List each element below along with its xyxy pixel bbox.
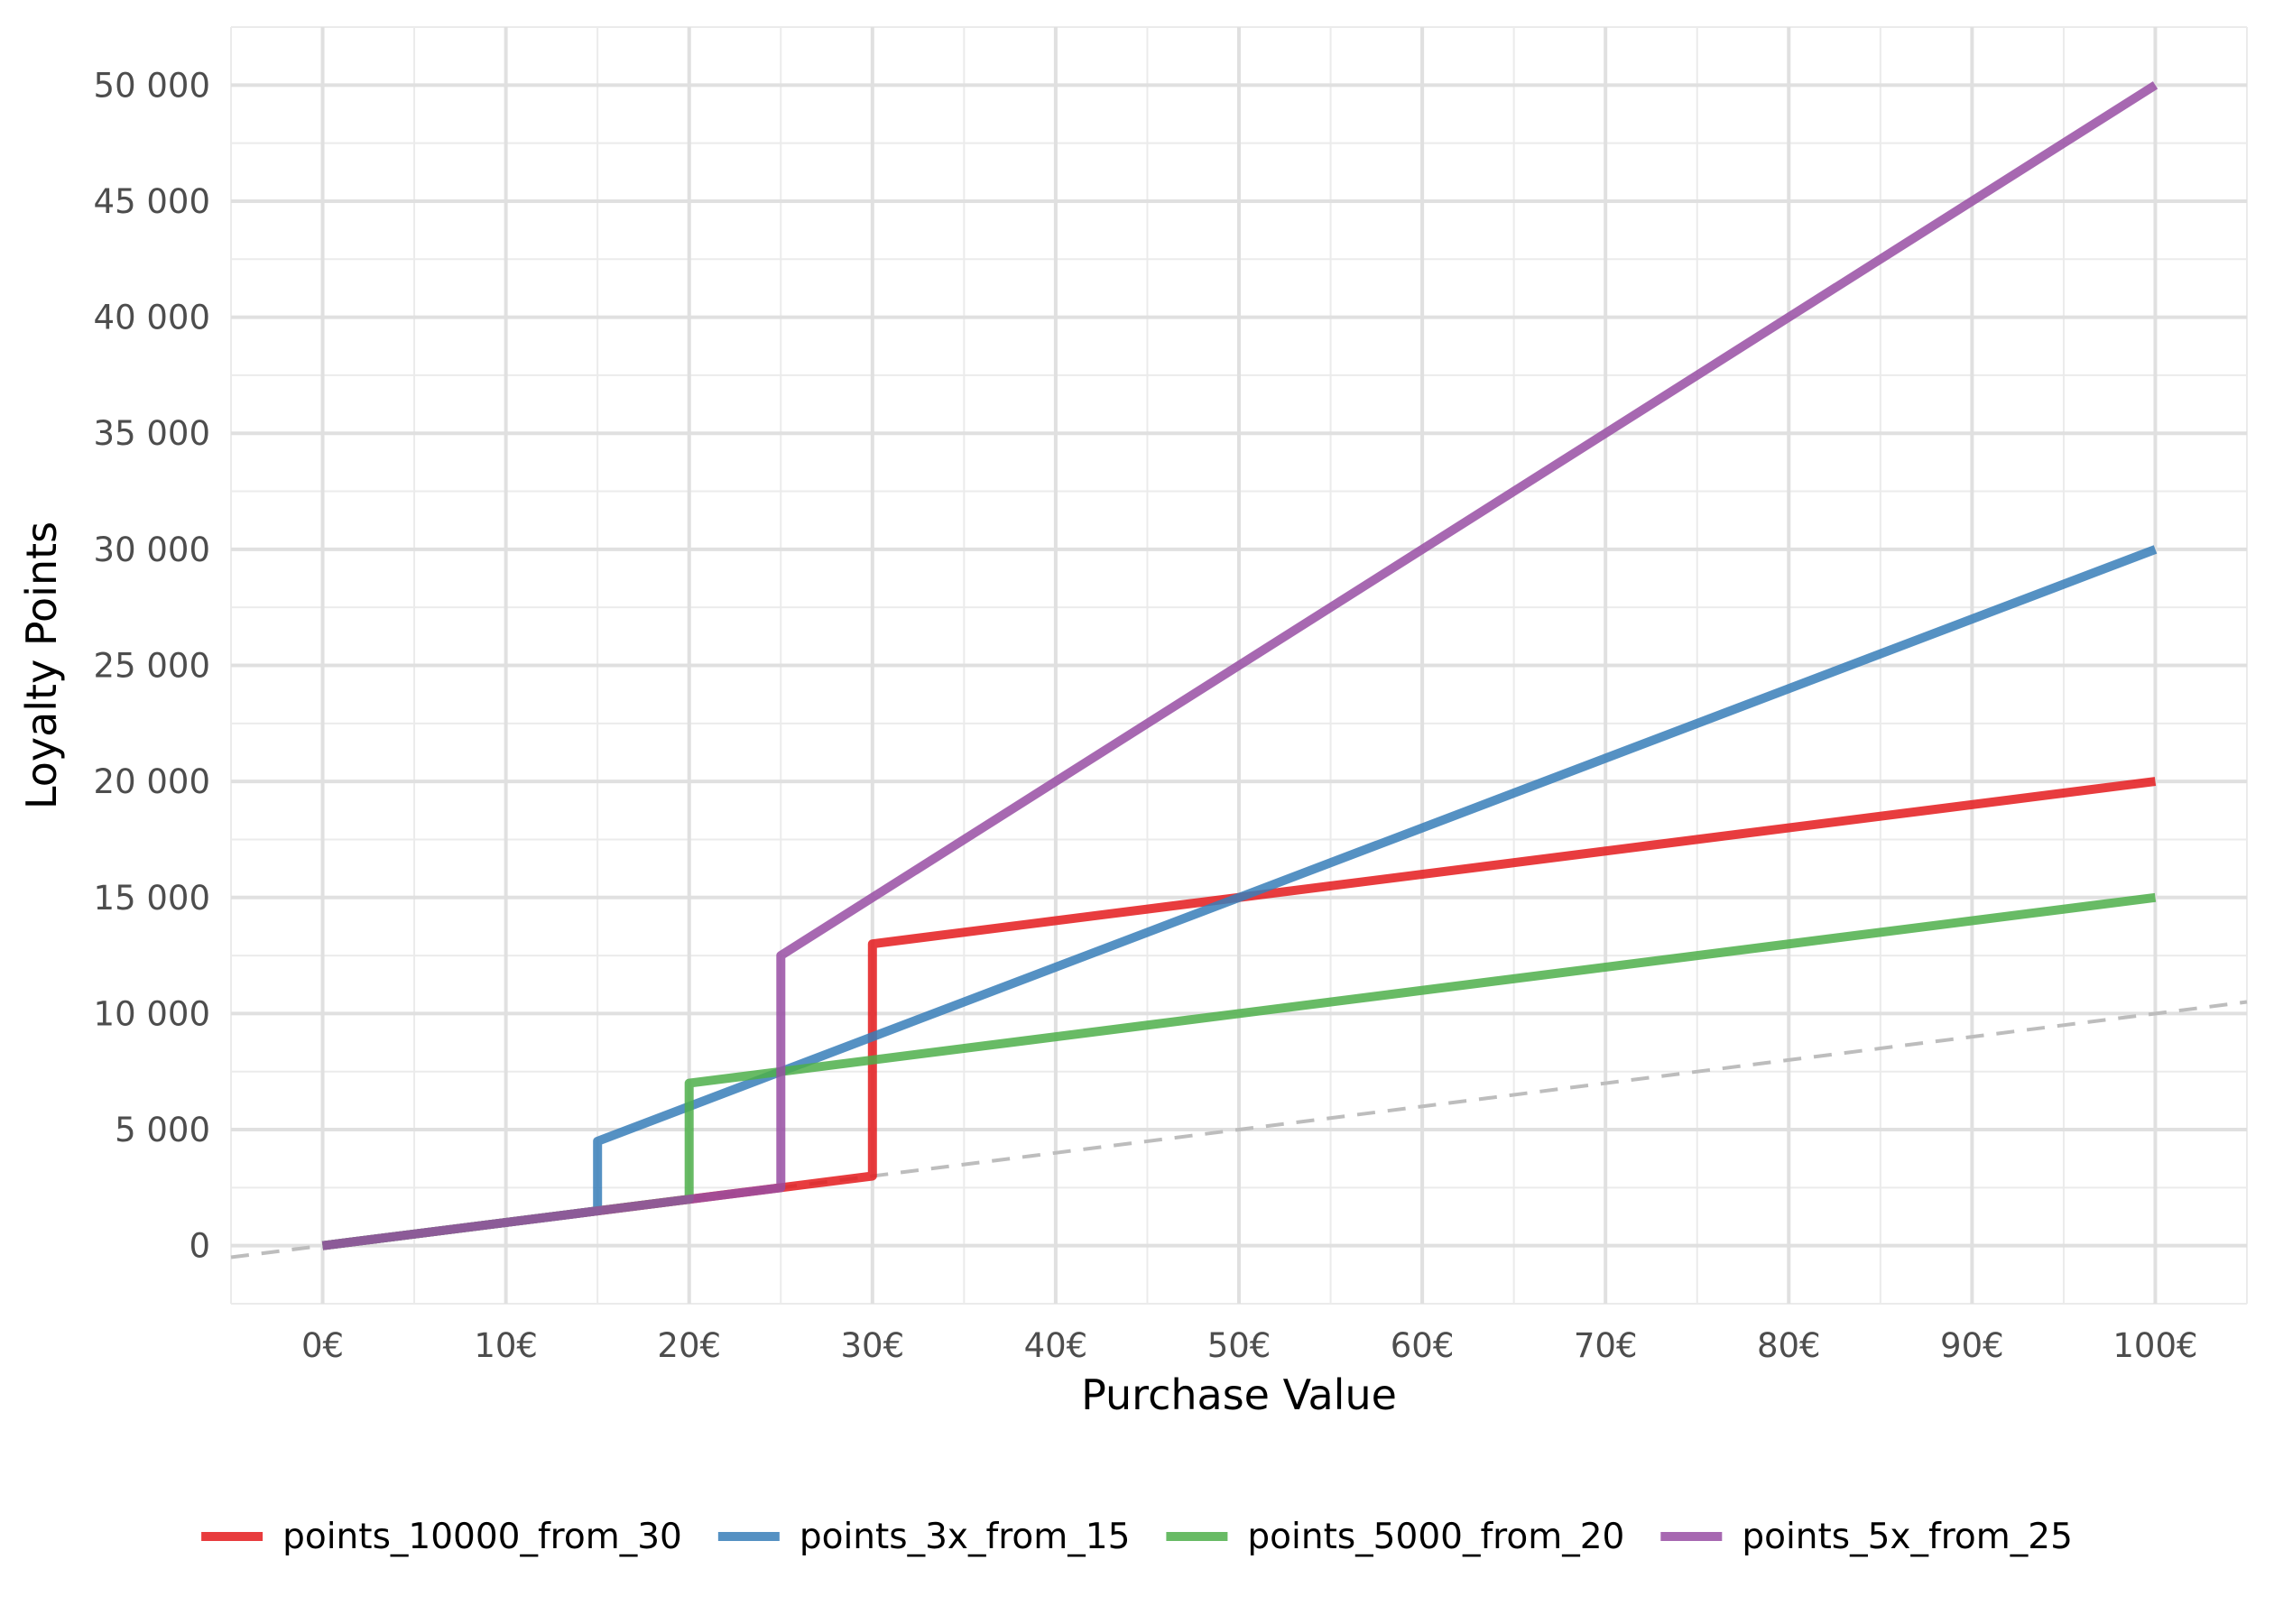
y-tick-label: 25 000 [94,647,210,686]
legend-label: points_3x_from_15 [800,1517,1131,1557]
y-tick-label: 40 000 [94,299,210,337]
y-axis-title: Loyalty Points [17,521,66,809]
legend-item: points_3x_from_15 [717,1517,1131,1557]
x-tick-label: 60€ [1391,1326,1455,1365]
y-tick-label: 50 000 [94,66,210,105]
y-tick-label: 35 000 [94,414,210,453]
y-tick-label: 30 000 [94,531,210,569]
legend-item: points_5000_from_20 [1166,1517,1624,1557]
x-axis-title: Purchase Value [1081,1370,1397,1419]
x-tick-label: 100€ [2112,1326,2197,1365]
series-line-points_5x_from_25 [321,81,2158,1250]
legend-label: points_5000_from_20 [1247,1517,1624,1557]
x-tick-label: 50€ [1207,1326,1271,1365]
x-tick-label: 70€ [1574,1326,1638,1365]
y-tick-label: 45 000 [94,182,210,221]
x-tick-label: 30€ [841,1326,905,1365]
legend-item: points_10000_from_30 [201,1517,682,1557]
x-tick-label: 90€ [1940,1326,2004,1365]
x-tick-label: 0€ [301,1326,344,1365]
y-tick-labels: 0 5 000 10 000 15 000 20 000 25 000 30 000 35 0… [94,66,210,1265]
legend-item: points_5x_from_25 [1660,1517,2073,1557]
y-tick-label: 15 000 [94,879,210,918]
x-tick-label: 10€ [474,1326,538,1365]
x-tick-label: 20€ [657,1326,721,1365]
x-tick-label: 80€ [1757,1326,1821,1365]
y-tick-label: 5 000 [115,1111,210,1149]
series-layer [321,81,2158,1250]
x-tick-label: 40€ [1024,1326,1088,1365]
y-tick-label: 20 000 [94,762,210,801]
x-tick-labels: 0€ 10€ 20€ 30€ 40€ 50€ 60€ 70€ 80€ 90€ 100€ [301,1326,2198,1365]
y-tick-label: 10 000 [94,994,210,1033]
legend-label: points_5x_from_25 [1742,1517,2073,1557]
legend: points_10000_from_30 points_3x_from_15 poi… [201,1517,2073,1557]
grid-layer [230,26,2248,1305]
legend-label: points_10000_from_30 [282,1517,682,1557]
y-tick-label: 0 [189,1227,210,1266]
